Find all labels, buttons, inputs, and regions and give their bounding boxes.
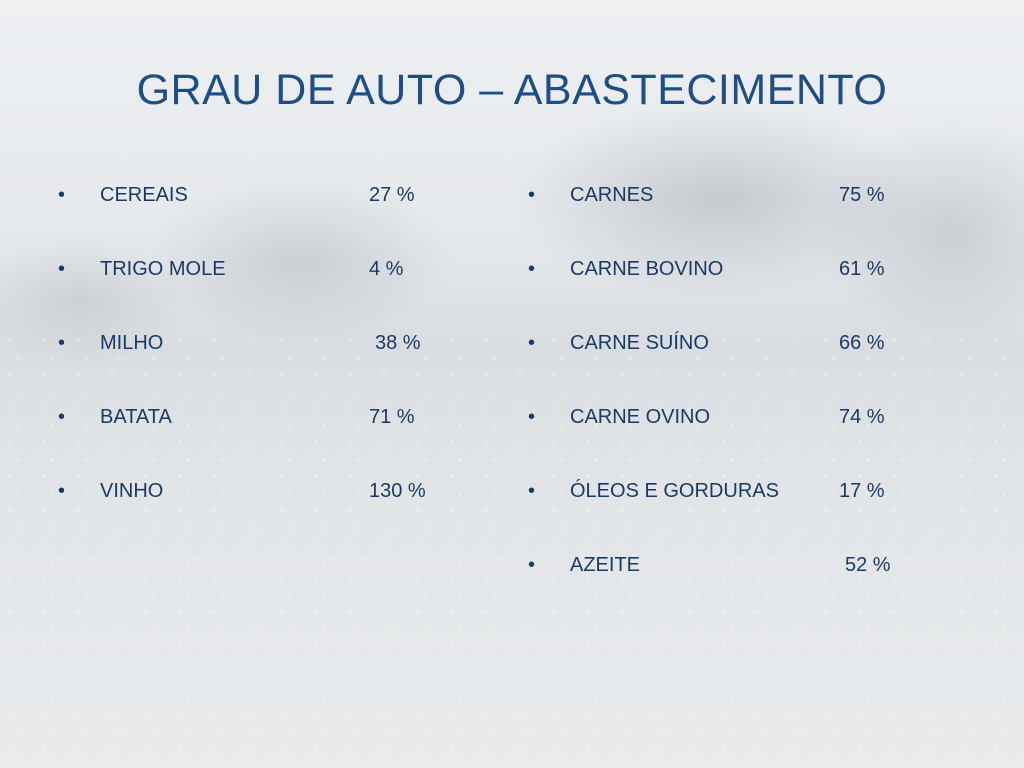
list-item: • CEREAIS 27 % <box>58 184 478 258</box>
item-value: 4 % <box>369 258 404 280</box>
right-column-list: • CARNES 75 % • CARNE BOVINO 61 % • CARN… <box>528 184 968 628</box>
item-value: 130 % <box>369 480 426 502</box>
item-value: 27 % <box>369 184 415 206</box>
item-value: 66 % <box>839 332 885 354</box>
item-value: 17 % <box>839 480 885 502</box>
list-item: • MILHO 38 % <box>58 332 478 406</box>
item-label: AZEITE <box>570 554 641 576</box>
item-value: 75 % <box>839 184 885 206</box>
bullet-icon: • <box>528 184 536 206</box>
item-value: 38 % <box>375 332 421 354</box>
bullet-icon: • <box>528 554 536 576</box>
slide-title: GRAU DE AUTO – ABASTECIMENTO <box>136 66 888 114</box>
list-item: • VINHO 130 % <box>58 480 478 554</box>
item-value: 71 % <box>369 406 415 428</box>
flower-field-texture <box>0 330 1024 768</box>
item-label: CEREAIS <box>100 184 188 206</box>
list-item: • CARNE BOVINO 61 % <box>528 258 968 332</box>
item-label: MILHO <box>100 332 164 354</box>
item-label: ÓLEOS E GORDURAS <box>570 480 779 502</box>
left-column-list: • CEREAIS 27 % • TRIGO MOLE 4 % • MILHO … <box>58 184 478 554</box>
bullet-icon: • <box>528 480 536 502</box>
bullet-icon: • <box>528 258 536 280</box>
bullet-icon: • <box>528 332 536 354</box>
item-value: 74 % <box>839 406 885 428</box>
item-value: 52 % <box>845 554 891 576</box>
list-item: • AZEITE 52 % <box>528 554 968 628</box>
bullet-icon: • <box>58 332 66 354</box>
item-label: CARNES <box>570 184 654 206</box>
list-item: • CARNE OVINO 74 % <box>528 406 968 480</box>
bullet-icon: • <box>58 480 66 502</box>
item-value: 61 % <box>839 258 885 280</box>
list-item: • TRIGO MOLE 4 % <box>58 258 478 332</box>
item-label: TRIGO MOLE <box>100 258 226 280</box>
item-label: VINHO <box>100 480 164 502</box>
bullet-icon: • <box>58 184 66 206</box>
item-label: CARNE SUÍNO <box>570 332 709 354</box>
list-item: • CARNES 75 % <box>528 184 968 258</box>
list-item: • ÓLEOS E GORDURAS 17 % <box>528 480 968 554</box>
item-label: CARNE BOVINO <box>570 258 724 280</box>
list-item: • CARNE SUÍNO 66 % <box>528 332 968 406</box>
bullet-icon: • <box>528 406 536 428</box>
item-label: CARNE OVINO <box>570 406 711 428</box>
item-label: BATATA <box>100 406 172 428</box>
bullet-icon: • <box>58 406 66 428</box>
bullet-icon: • <box>58 258 66 280</box>
list-item: • BATATA 71 % <box>58 406 478 480</box>
